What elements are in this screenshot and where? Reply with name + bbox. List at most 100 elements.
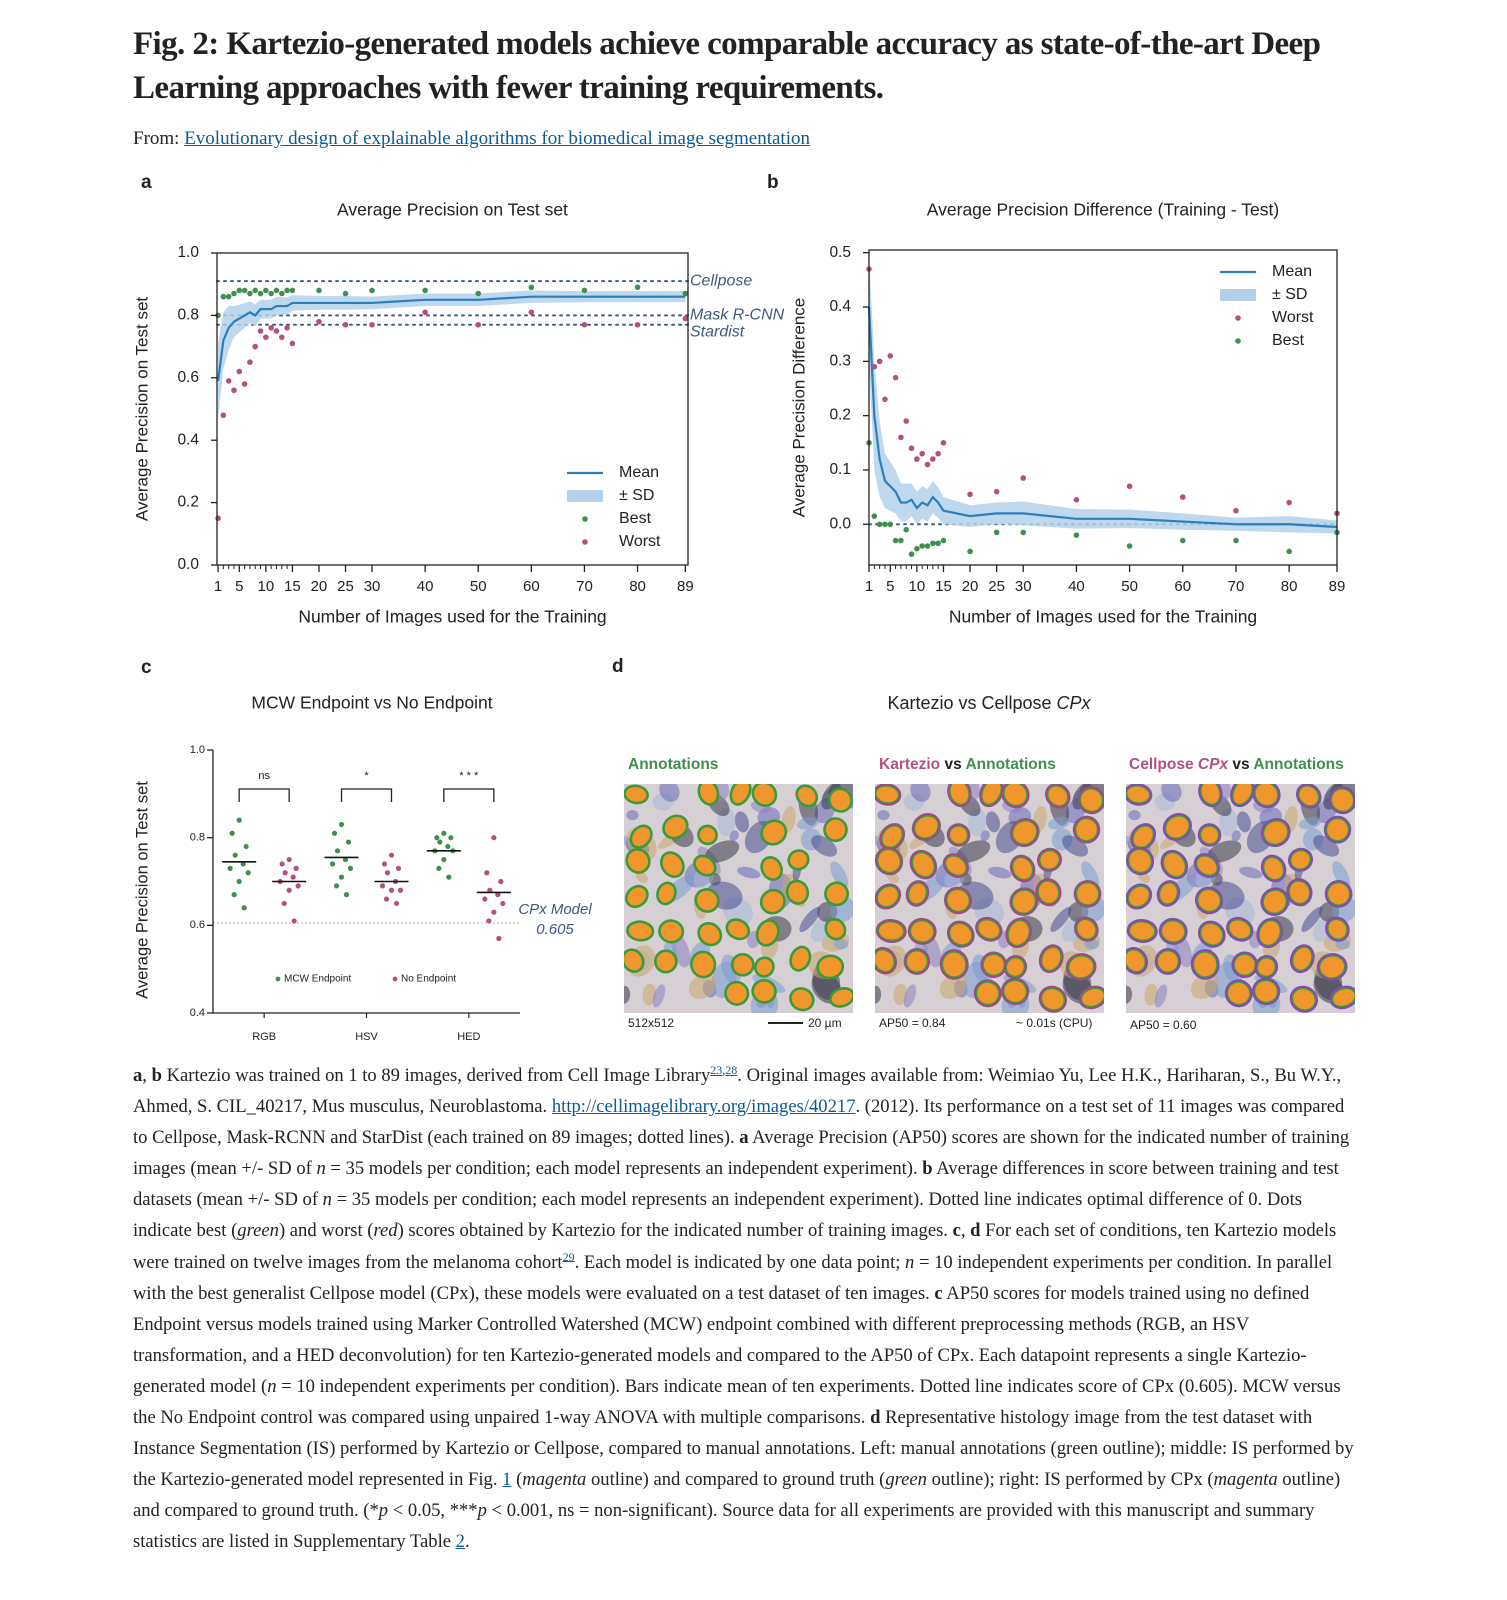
x-tick-label: 40 bbox=[1068, 578, 1085, 595]
cell bbox=[1127, 885, 1151, 908]
tissue-texture bbox=[1332, 861, 1351, 889]
tissue-texture bbox=[988, 866, 1012, 879]
point bbox=[1073, 497, 1080, 503]
cell bbox=[729, 784, 752, 806]
mean-line bbox=[216, 295, 686, 382]
caption-text: Average Precision (AP50) scores are show… bbox=[133, 1127, 1350, 1180]
cell bbox=[1079, 788, 1104, 813]
caption-link[interactable]: 2 bbox=[455, 1531, 465, 1553]
legend-label: MCW Endpoint bbox=[284, 974, 351, 985]
point bbox=[345, 839, 352, 845]
point bbox=[227, 865, 233, 871]
point bbox=[220, 412, 227, 419]
x-tick-label: 10 bbox=[909, 578, 926, 595]
significance-bracket bbox=[443, 788, 495, 802]
point bbox=[581, 287, 588, 294]
cell-outline bbox=[1260, 887, 1290, 916]
cell bbox=[654, 949, 678, 974]
point bbox=[236, 817, 242, 823]
legend-marker bbox=[1220, 289, 1256, 301]
x-tick-label: 15 bbox=[284, 578, 301, 595]
point bbox=[243, 843, 249, 850]
cell-outline bbox=[1126, 919, 1158, 943]
point bbox=[316, 318, 322, 325]
point bbox=[1233, 507, 1239, 514]
x-tick-label: 1 bbox=[214, 578, 222, 595]
point bbox=[225, 293, 232, 300]
cell bbox=[1076, 918, 1097, 940]
title-part: CPx bbox=[1198, 756, 1230, 773]
caption-text: outline) and compared to ground truth. (… bbox=[133, 1469, 1341, 1522]
cell-outline bbox=[1190, 949, 1220, 980]
cell-outline bbox=[1126, 846, 1155, 876]
point bbox=[441, 856, 447, 863]
cell bbox=[724, 980, 750, 1006]
cell bbox=[624, 948, 645, 973]
cell-outline bbox=[1001, 784, 1030, 809]
caption-link[interactable]: 28 bbox=[725, 1062, 738, 1077]
x-tick-label: 5 bbox=[235, 578, 243, 595]
cell bbox=[760, 856, 783, 881]
point bbox=[347, 865, 354, 871]
cell bbox=[1331, 987, 1355, 1008]
tissue-texture bbox=[833, 939, 849, 950]
caption-link[interactable]: 1 bbox=[502, 1469, 512, 1491]
cell bbox=[1258, 919, 1282, 947]
image-caption: 20 µm bbox=[808, 1016, 842, 1030]
cell-outline bbox=[1256, 917, 1284, 949]
caption-text: b bbox=[151, 1065, 162, 1086]
caption-link[interactable]: 23 bbox=[710, 1062, 723, 1077]
point bbox=[295, 883, 301, 889]
histology-image bbox=[1126, 784, 1355, 1013]
point bbox=[914, 545, 920, 552]
image-content bbox=[624, 784, 853, 1013]
point bbox=[930, 540, 936, 547]
cell-outline bbox=[1009, 854, 1036, 883]
cell bbox=[725, 918, 751, 941]
tissue-texture bbox=[799, 906, 821, 933]
tissue-texture bbox=[830, 861, 849, 889]
y-axis-label: Average Precision Difference bbox=[789, 298, 808, 518]
point bbox=[279, 861, 285, 867]
source-link[interactable]: Evolutionary design of explainable algor… bbox=[184, 128, 810, 149]
tissue-texture bbox=[737, 866, 761, 879]
significance-label: ns bbox=[258, 770, 270, 782]
point bbox=[914, 456, 920, 462]
tissue-texture bbox=[955, 840, 991, 863]
tissue-texture bbox=[1081, 861, 1100, 889]
cell-outline bbox=[1296, 784, 1322, 809]
image-caption: 512x512 bbox=[628, 1016, 674, 1030]
point bbox=[434, 835, 440, 841]
x-tick-label: 40 bbox=[417, 578, 434, 595]
cell bbox=[1128, 921, 1156, 941]
point bbox=[236, 368, 243, 375]
point bbox=[286, 856, 292, 863]
cell-outline bbox=[1162, 813, 1192, 841]
caption-text: n bbox=[322, 1189, 332, 1211]
cell-outline bbox=[1252, 784, 1281, 809]
caption-text: Average differences in score between tra… bbox=[133, 1158, 1339, 1211]
cell bbox=[1164, 815, 1190, 839]
point bbox=[369, 287, 375, 294]
caption-link[interactable]: http://cellimagelibrary.org/images/40217 bbox=[551, 1096, 856, 1118]
caption-text: , bbox=[960, 1220, 971, 1242]
figure: d Kartezio vs Cellpose CPx Annotations K… bbox=[132, 172, 1355, 1043]
tissue-texture bbox=[624, 985, 631, 1004]
cell-outline bbox=[1156, 880, 1181, 907]
figure-caption: a, b Kartezio was trained on 1 to 89 ima… bbox=[133, 1060, 1361, 1558]
point bbox=[342, 856, 349, 863]
caption-link[interactable]: 29 bbox=[562, 1249, 575, 1264]
y-tick-label: 0.2 bbox=[829, 407, 851, 424]
panel-title: Kartezio vs Cellpose CPx bbox=[887, 693, 1091, 713]
cell bbox=[1074, 817, 1099, 842]
cell bbox=[751, 979, 777, 1004]
cell bbox=[1192, 951, 1218, 978]
cell bbox=[1037, 880, 1060, 905]
tissue-texture bbox=[903, 984, 917, 1008]
cell bbox=[1226, 981, 1251, 1006]
point bbox=[388, 887, 395, 893]
x-tick-label: 25 bbox=[988, 578, 1005, 595]
caption-text: c bbox=[952, 1220, 961, 1242]
cell-outline bbox=[1329, 985, 1355, 1010]
point bbox=[682, 315, 689, 322]
